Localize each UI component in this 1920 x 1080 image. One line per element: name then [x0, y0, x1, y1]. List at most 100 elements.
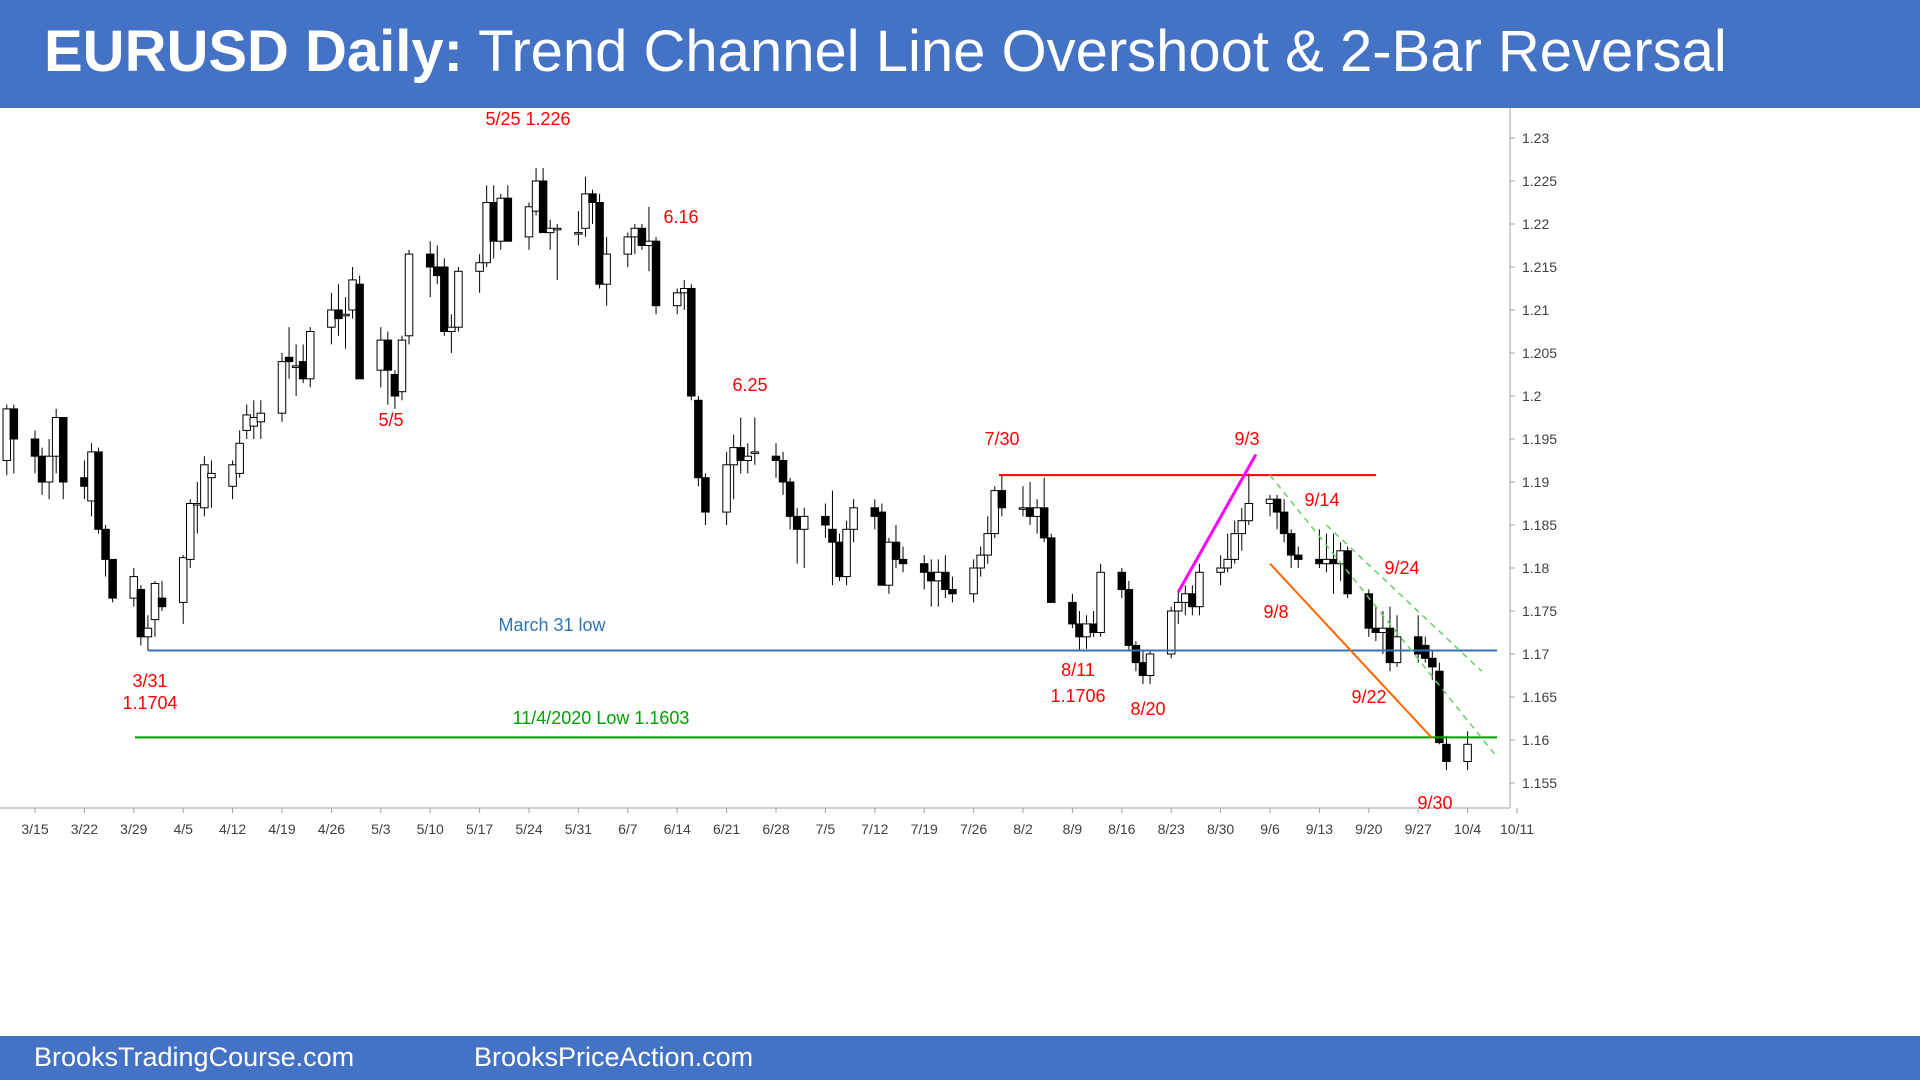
bull-candle-body — [884, 541, 894, 586]
x-tick-label: 3/22 — [71, 821, 98, 837]
candle — [919, 555, 929, 590]
candle — [1188, 585, 1197, 616]
candle — [545, 219, 555, 250]
bear-candle-body — [1272, 498, 1282, 513]
y-tick-label: 1.225 — [1522, 173, 1557, 189]
candle — [129, 568, 139, 607]
bear-candle-body — [1385, 627, 1395, 664]
y-tick-label: 1.195 — [1522, 431, 1557, 447]
bull-candle-body — [969, 567, 978, 595]
footer-right-link[interactable]: BrooksPriceAction.com — [474, 1042, 754, 1072]
bull-candle-body — [729, 447, 738, 466]
candle — [983, 516, 992, 564]
candle — [1265, 494, 1275, 517]
bull-candle-body — [1216, 567, 1225, 573]
y-tick-label: 1.215 — [1522, 259, 1557, 275]
y-tick-label: 1.23 — [1522, 130, 1549, 146]
bear-candle-body — [997, 490, 1007, 509]
bull-candle-body — [1018, 507, 1028, 510]
candle — [249, 400, 259, 439]
candle — [1082, 615, 1091, 649]
candle — [157, 580, 167, 611]
bull-candle-body — [482, 202, 491, 264]
bear-candle-body — [1124, 589, 1134, 646]
bear-candle-body — [503, 197, 513, 242]
candle — [821, 503, 830, 538]
candle — [1435, 662, 1444, 745]
x-tick-label: 10/11 — [1500, 821, 1534, 837]
bear-candle-body — [941, 571, 950, 590]
candle — [298, 344, 308, 384]
candle — [835, 533, 844, 581]
candle — [200, 456, 209, 517]
candle — [1096, 563, 1105, 637]
candle — [489, 185, 498, 259]
bull-candle-body — [1174, 601, 1183, 612]
candle — [1216, 555, 1225, 586]
x-tick-label: 4/12 — [219, 821, 246, 837]
bull-candle-body — [983, 533, 992, 556]
annotation-label: 9/22 — [1351, 687, 1386, 707]
candle — [291, 344, 301, 396]
x-tick-label: 9/27 — [1405, 821, 1432, 837]
bull-candle-body — [1237, 520, 1247, 535]
candle — [990, 486, 1000, 538]
candle — [383, 331, 393, 405]
bull-candle-body — [496, 197, 506, 242]
candle — [602, 236, 611, 306]
candle — [305, 327, 315, 388]
bull-candle-body — [242, 414, 251, 431]
candle — [51, 408, 61, 474]
bear-candle-body — [157, 597, 167, 608]
title-rest: Trend Channel Line Overshoot & 2-Bar Rev… — [478, 19, 1727, 84]
annotation-label: 9/3 — [1234, 429, 1259, 449]
bull-candle-body — [581, 193, 590, 229]
bull-candle-body — [376, 339, 386, 371]
candle — [934, 559, 943, 607]
candle — [1329, 533, 1338, 594]
bull-candle-body — [1032, 507, 1042, 517]
y-axis: 1.23 1.225 1.22 1.215 1.21 1.205 1.2 1.195 1.19 1… — [1509, 108, 1557, 808]
candle — [1237, 507, 1247, 551]
candle — [672, 288, 682, 315]
candle — [1293, 546, 1303, 568]
y-tick-label: 1.2 — [1522, 388, 1542, 404]
candle — [1322, 533, 1331, 573]
x-tick-label: 4/5 — [173, 821, 193, 837]
bull-candle-body — [644, 240, 654, 246]
candle — [722, 451, 731, 525]
annotation-label: 9/24 — [1384, 558, 1419, 578]
x-tick-label: 4/26 — [318, 821, 345, 837]
candle — [1442, 735, 1451, 771]
bull-candle-body — [1223, 558, 1232, 569]
bear-candle-body — [37, 455, 47, 483]
x-tick-label: 8/2 — [1013, 821, 1033, 837]
bear-candle-body — [1315, 558, 1324, 565]
bear-candle-body — [108, 558, 117, 599]
candle — [475, 254, 484, 293]
bull-candle-body — [397, 339, 407, 393]
bull-candle-body — [447, 326, 456, 332]
bull-candle-body — [228, 464, 237, 487]
bear-candle-body — [355, 283, 364, 380]
bull-candle-body — [178, 557, 188, 603]
bull-candle-body — [207, 472, 216, 479]
candle — [30, 430, 40, 474]
footer-left-link[interactable]: BrooksTradingCourse.com — [34, 1042, 355, 1072]
candle — [884, 537, 894, 594]
y-tick-label: 1.165 — [1522, 689, 1557, 705]
annotation-label: 6.25 — [732, 375, 767, 395]
x-tick-label: 8/30 — [1207, 821, 1234, 837]
annotations: 5/25 1.226 6.16 5/5 6.25 3/311.1704 7/30 9/3 9/… — [122, 109, 1452, 813]
candle — [828, 490, 837, 586]
candle — [927, 559, 936, 607]
bull-candle-body — [150, 582, 160, 621]
candle — [1117, 568, 1127, 599]
bull-candle-body — [1322, 558, 1331, 565]
candle — [1025, 482, 1035, 525]
bear-candle-body — [1039, 507, 1049, 539]
bull-channel-line — [1176, 453, 1258, 593]
candle — [178, 555, 188, 624]
y-tick-label: 1.205 — [1522, 345, 1557, 361]
candle — [574, 211, 583, 246]
